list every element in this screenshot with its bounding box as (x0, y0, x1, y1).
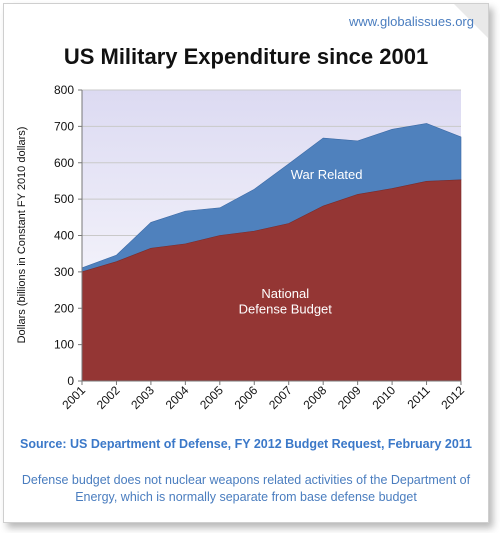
y-axis-label: Dollars (billions in Constant FY 2010 do… (16, 127, 28, 344)
page-curl-decoration (454, 4, 488, 38)
x-tick-label: 2012 (438, 383, 467, 412)
x-tick-label: 2011 (405, 383, 433, 411)
y-tick-label: 800 (54, 83, 74, 97)
y-tick-label: 100 (54, 338, 74, 352)
annotation-defense-budget: Defense Budget (239, 302, 333, 317)
y-tick-label: 700 (54, 119, 74, 133)
chart-title: US Military Expenditure since 2001 (63, 44, 429, 69)
x-tick-label: 2007 (266, 383, 295, 412)
x-tick-label: 2004 (163, 383, 192, 412)
source-caption: Source: US Department of Defense, FY 201… (20, 437, 472, 451)
series-area-national-defense-budget (81, 179, 462, 382)
chart-card: www.globalissues.org US Military Expendi… (3, 3, 489, 523)
x-tick-label: 2002 (94, 383, 123, 412)
y-tick-label: 200 (54, 301, 74, 315)
y-tick-label: 300 (54, 265, 74, 279)
x-tick-label: 2009 (335, 383, 364, 412)
x-tick-label: 2005 (197, 383, 226, 412)
y-tick-label: 400 (54, 229, 74, 243)
y-tick-label: 600 (54, 156, 74, 170)
x-tick-label: 2003 (128, 383, 157, 412)
x-tick-label: 2010 (369, 383, 398, 412)
site-url[interactable]: www.globalissues.org (348, 14, 474, 29)
y-tick-label: 500 (54, 192, 74, 206)
x-tick-label: 2001 (59, 383, 88, 412)
y-tick-label: 0 (67, 374, 74, 388)
footnote: Defense budget does not nuclear weapons … (21, 473, 471, 504)
annotation-national: National (261, 286, 309, 301)
x-tick-label: 2008 (301, 383, 330, 412)
annotation-war-related: War Related (291, 167, 363, 182)
x-tick-label: 2006 (232, 383, 261, 412)
